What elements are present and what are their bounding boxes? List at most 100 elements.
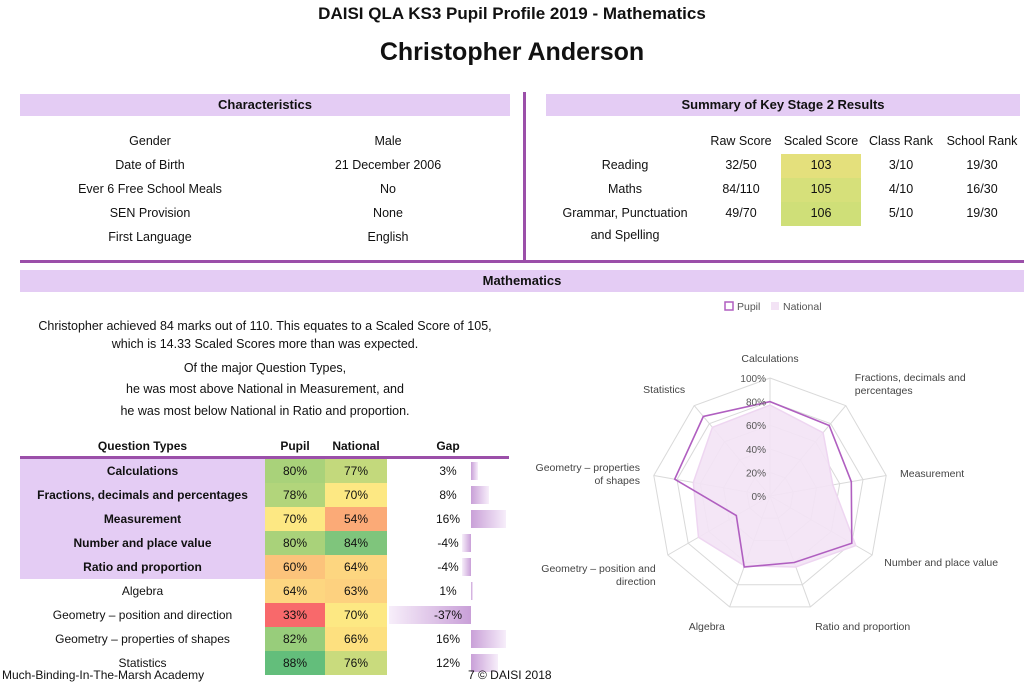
gap-cell: -4% <box>387 531 509 555</box>
ks2-school-rank: 16/30 <box>966 182 998 196</box>
characteristic-label: Date of Birth <box>115 158 185 172</box>
grid-ring <box>653 377 887 608</box>
gap-cell: -37% <box>387 603 509 627</box>
gap-value: 12% <box>435 656 461 670</box>
gap-value: -37% <box>433 608 462 622</box>
category-label: Ratio and proportion <box>815 621 910 633</box>
table-header-row: Question Types Pupil National Gap <box>20 436 509 459</box>
ks2-raw: 49/70 <box>725 206 757 220</box>
question-type: Algebra <box>121 584 164 598</box>
ks2-raw: 84/110 <box>722 182 760 196</box>
ks2-class-rank: 5/10 <box>888 206 914 220</box>
tick-label: 40% <box>746 445 766 456</box>
page-footer: 7 © DAISI 2018 <box>468 668 552 682</box>
pupil-name: Christopher Anderson <box>379 38 645 66</box>
tick-label: 60% <box>746 421 766 432</box>
summary-line-5: he was most below National in Ratio and … <box>120 404 410 418</box>
summary-line-4: he was most above National in Measuremen… <box>126 382 404 396</box>
gap-bar <box>471 486 489 504</box>
summary-line-2: which is 14.33 Scaled Scores more than w… <box>111 337 419 351</box>
table-row: Calculations 80% 77% 3% <box>20 457 509 483</box>
question-type: Calculations <box>20 457 265 483</box>
tick-label: 20% <box>746 468 766 479</box>
category-label-line: Ratio and proportion <box>815 621 910 633</box>
ks2-raw: 32/50 <box>725 158 757 172</box>
summary-line-1: Christopher achieved 84 marks out of 110… <box>38 319 492 333</box>
ks2-column-header: Scaled Score <box>783 134 859 148</box>
series-pupil <box>673 400 853 568</box>
question-type: Geometry – position and direction <box>52 608 233 622</box>
radar-chart: 0% 20% 40% 60% 80% 100% Calculations Fractions,… <box>536 301 999 633</box>
section-divider <box>20 260 1024 263</box>
gap-value: -4% <box>437 536 459 550</box>
gap-cell: 16% <box>387 627 509 651</box>
category-label: Geometry – position and direction <box>541 563 656 588</box>
tick-label: 100% <box>740 374 766 385</box>
question-type: Geometry – properties of shapes <box>55 632 230 646</box>
col-header-national: National <box>325 436 387 459</box>
gap-value: 16% <box>435 512 461 526</box>
national-score: 70% <box>325 483 387 507</box>
col-header-type: Question Types <box>20 436 265 459</box>
category-label-line: Geometry – position and <box>541 563 656 575</box>
legend-pupil-swatch <box>724 301 734 311</box>
pupil-score: 78% <box>265 483 325 507</box>
characteristic-value: Male <box>374 134 402 148</box>
scaled-score-cell <box>781 154 861 178</box>
characteristic-label: First Language <box>108 230 192 244</box>
summary-line-3: Of the major Question Types, <box>183 361 347 375</box>
table-row: Statistics 88% 76% 12% <box>20 651 509 675</box>
ks2-column-header: Raw Score <box>710 134 772 148</box>
national-score: 63% <box>325 579 387 603</box>
tick-label: 80% <box>746 398 766 409</box>
pupil-score: 80% <box>265 457 325 483</box>
ks2-subject: Maths <box>607 182 643 196</box>
pupil-score: 33% <box>265 603 325 627</box>
national-score: 76% <box>325 651 387 675</box>
category-label: Number and place value <box>884 557 998 569</box>
category-label-line: direction <box>616 576 656 588</box>
gap-bar <box>462 558 471 576</box>
legend-pupil-label: Pupil <box>737 301 760 313</box>
ks2-scaled: 103 <box>810 158 832 172</box>
national-score: 64% <box>325 555 387 579</box>
scaled-score-cell <box>781 178 861 202</box>
category-label: Calculations <box>741 353 798 365</box>
gap-bar <box>471 630 507 648</box>
legend-national-swatch <box>771 302 779 310</box>
ks2-scaled: 105 <box>810 182 832 196</box>
panel-divider <box>523 92 526 260</box>
characteristic-label: Gender <box>129 134 171 148</box>
ks2-class-rank: 4/10 <box>888 182 914 196</box>
ks2-heading: Summary of Key Stage 2 Results <box>546 94 1020 116</box>
table-row: Algebra 64% 63% 1% <box>20 579 509 603</box>
pupil-score: 82% <box>265 627 325 651</box>
category-label: Geometry – properties of shapes <box>536 462 640 487</box>
gap-cell: -4% <box>387 555 509 579</box>
gap-bar <box>471 582 474 600</box>
grid-ring <box>676 401 864 586</box>
ks2-class-rank: 3/10 <box>888 158 914 172</box>
category-label: Algebra <box>689 621 725 633</box>
report-title: DAISI QLA KS3 Pupil Profile 2019 - Mathe… <box>318 4 706 23</box>
national-score: 77% <box>325 457 387 483</box>
gap-bar <box>471 654 498 672</box>
question-type: Statistics <box>118 656 167 670</box>
category-label-line: Algebra <box>689 621 725 633</box>
gap-cell: 8% <box>387 483 509 507</box>
category-label-line: Measurement <box>900 468 964 480</box>
ks2-scaled: 106 <box>810 206 832 220</box>
national-score: 66% <box>325 627 387 651</box>
school-name: Much-Binding-In-The-Marsh Academy <box>2 668 205 682</box>
table-row: Geometry – properties of shapes 82% 66% 16% <box>20 627 509 651</box>
gap-cell: 16% <box>387 507 509 531</box>
gap-cell: 1% <box>387 579 509 603</box>
gap-cell: 12% <box>387 651 509 675</box>
category-label: Statistics <box>643 384 685 396</box>
table-row: Number and place value 80% 84% -4% <box>20 531 509 555</box>
question-type: Fractions, decimals and percentages <box>20 483 265 507</box>
category-label-line: of shapes <box>594 475 640 487</box>
ks2-subject: Grammar, Punctuation <box>562 206 688 220</box>
ks2-subject-cont: and Spelling <box>590 228 660 242</box>
col-header-gap: Gap <box>387 436 509 459</box>
